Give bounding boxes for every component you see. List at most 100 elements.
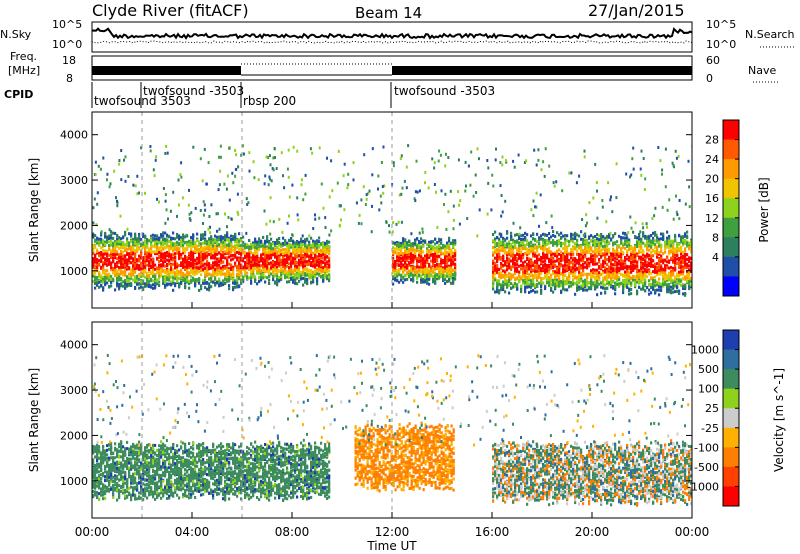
scatter-cell bbox=[398, 273, 401, 277]
scatter-cell bbox=[206, 263, 209, 267]
scatter-cell bbox=[102, 252, 105, 256]
scatter-cell bbox=[106, 281, 109, 285]
scatter-cell bbox=[324, 245, 327, 249]
scatter-cell bbox=[284, 258, 287, 262]
scatter-cell bbox=[564, 281, 567, 285]
scatter-cell bbox=[566, 263, 569, 267]
scatter-cell bbox=[276, 252, 279, 256]
scatter-cell bbox=[252, 258, 255, 262]
scatter-cell bbox=[554, 263, 557, 267]
scatter-cell bbox=[568, 259, 571, 262]
scatter-cell bbox=[426, 279, 429, 283]
scatter-cell bbox=[560, 250, 563, 254]
scatter-cell bbox=[424, 254, 427, 258]
scatter-cell bbox=[162, 263, 165, 267]
scatter-cell bbox=[240, 249, 243, 253]
noise-panel: N.Sky 10^5 10^0 10^5 10^0 N.Search bbox=[0, 18, 795, 53]
scatter-cell bbox=[556, 278, 559, 282]
scatter-cell bbox=[548, 238, 551, 242]
scatter-cell bbox=[432, 253, 435, 257]
scatter-cell bbox=[106, 257, 109, 261]
scatter-cell bbox=[562, 273, 565, 277]
scatter-cell bbox=[138, 286, 141, 290]
scatter-cell bbox=[196, 245, 199, 249]
scatter-cell bbox=[270, 256, 273, 260]
scatter-cell bbox=[120, 282, 123, 286]
scatter-cell bbox=[422, 258, 425, 262]
scatter-cell bbox=[226, 266, 229, 270]
scatter-cell bbox=[146, 255, 149, 259]
scatter-cell bbox=[432, 280, 435, 284]
scatter-cell bbox=[254, 245, 257, 249]
scatter-cell bbox=[564, 257, 567, 261]
scatter-cell bbox=[556, 273, 559, 276]
scatter-cell bbox=[408, 263, 411, 267]
scatter-cell bbox=[544, 270, 547, 274]
scatter-cell bbox=[406, 277, 409, 281]
scatter-cell bbox=[536, 267, 539, 271]
scatter-cell bbox=[450, 252, 453, 256]
scatter-cell bbox=[132, 261, 135, 265]
scatter-cell bbox=[548, 257, 551, 261]
scatter-cell bbox=[154, 245, 157, 249]
scatter-cell bbox=[280, 269, 283, 273]
scatter-cell bbox=[450, 273, 453, 277]
scatter-cell bbox=[292, 278, 295, 282]
scatter-cell bbox=[316, 249, 319, 252]
scatter-cell bbox=[500, 261, 503, 265]
scatter-cell bbox=[260, 256, 263, 260]
scatter-cell bbox=[206, 254, 209, 258]
cpid-segment-label-2: twofsound -3503 bbox=[143, 84, 244, 98]
scatter-cell bbox=[312, 278, 315, 282]
scatter-cell bbox=[410, 247, 413, 251]
scatter-cell bbox=[178, 234, 181, 238]
scatter-cell bbox=[172, 281, 175, 285]
scatter-cell bbox=[182, 243, 185, 247]
scatter-cell bbox=[288, 248, 291, 252]
scatter-cell bbox=[392, 263, 395, 267]
scatter-cell bbox=[172, 276, 175, 280]
scatter-cell bbox=[168, 254, 171, 258]
scatter-cell bbox=[128, 256, 131, 260]
scatter-cell bbox=[276, 257, 279, 261]
scatter-cell bbox=[210, 285, 213, 289]
scatter-cell bbox=[396, 269, 399, 273]
scatter-cell bbox=[434, 267, 437, 271]
scatter-cell bbox=[286, 259, 289, 263]
scatter-cell bbox=[210, 266, 213, 270]
scatter-cell bbox=[104, 242, 107, 246]
scatter-cell bbox=[202, 247, 205, 251]
scatter-cell bbox=[436, 257, 439, 261]
scatter-cell bbox=[506, 251, 509, 255]
scatter-cell bbox=[140, 242, 143, 246]
scatter-cell bbox=[428, 250, 431, 254]
scatter-cell bbox=[134, 249, 137, 253]
scatter-cell bbox=[270, 263, 273, 267]
scatter-cell bbox=[220, 266, 223, 270]
scatter-cell bbox=[410, 244, 413, 248]
scatter-cell bbox=[152, 264, 155, 268]
scatter-cell bbox=[244, 261, 247, 264]
scatter-cell bbox=[194, 246, 197, 250]
scatter-cell bbox=[136, 259, 139, 263]
scatter-cell bbox=[528, 257, 531, 261]
scatter-cell bbox=[182, 239, 185, 243]
scatter-cell bbox=[142, 232, 145, 236]
scatter-cell bbox=[500, 276, 503, 280]
scatter-cell bbox=[262, 244, 265, 248]
scatter-cell bbox=[106, 269, 109, 273]
scatter-cell bbox=[242, 251, 245, 255]
scatter-cell bbox=[564, 255, 567, 259]
scatter-cell bbox=[314, 275, 317, 279]
scatter-cell bbox=[112, 231, 115, 235]
scatter-cell bbox=[278, 259, 281, 262]
scatter-cell bbox=[416, 246, 419, 250]
scatter-cell bbox=[566, 265, 569, 269]
scatter-cell bbox=[134, 234, 137, 238]
scatter-cell bbox=[168, 278, 171, 282]
scatter-cell bbox=[136, 249, 139, 253]
scatter-cell bbox=[100, 237, 103, 241]
scatter-cell bbox=[100, 240, 103, 244]
scatter-cell bbox=[210, 235, 213, 239]
scatter-cell bbox=[240, 252, 243, 256]
